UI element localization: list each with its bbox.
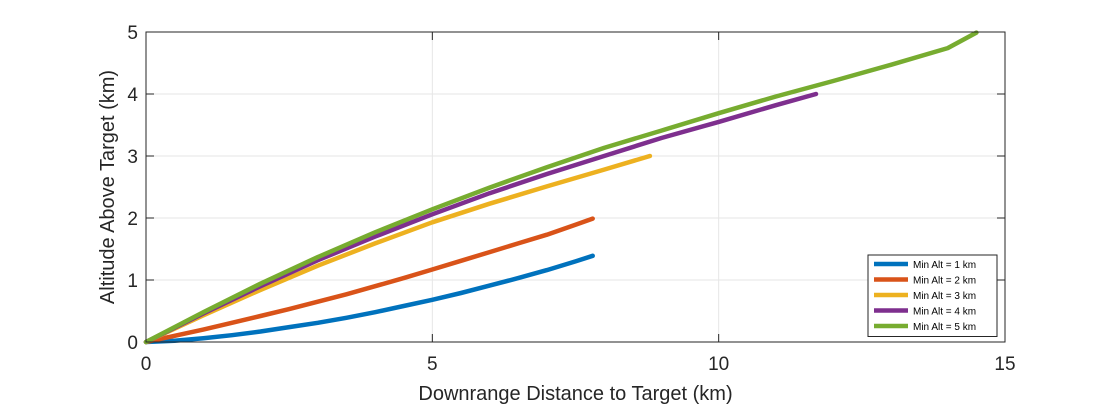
x-tick-label: 10 [708, 354, 729, 375]
tick-labels: 0 5 10 15 0 1 2 3 4 5 [127, 23, 1015, 375]
legend: Min Alt = 1 km Min Alt = 2 km Min Alt = 3 … [867, 254, 998, 337]
y-tick-label: 1 [127, 271, 138, 292]
y-axis-label: Altitude Above Target (km) [97, 70, 119, 304]
x-tick-label: 0 [141, 354, 152, 375]
x-tick-label: 15 [994, 354, 1015, 375]
chart-series [143, 30, 979, 345]
y-tick-label: 3 [127, 147, 138, 168]
legend-entry-label: Min Alt = 5 km [913, 322, 976, 333]
legend-entry-label: Min Alt = 4 km [913, 307, 976, 318]
legend-entry-label: Min Alt = 2 km [913, 276, 976, 287]
series-line-2 [143, 216, 595, 345]
series-line-3 [143, 153, 653, 345]
series-line-5 [143, 30, 979, 345]
legend-entry-label: Min Alt = 3 km [913, 291, 976, 302]
x-tick-label: 5 [427, 354, 438, 375]
y-tick-label: 4 [127, 85, 138, 106]
axes-frame [145, 31, 1006, 343]
series-line-1 [143, 253, 595, 345]
x-axis-label: Downrange Distance to Target (km) [418, 383, 732, 405]
y-tick-label: 0 [127, 333, 138, 354]
legend-entry-label: Min Alt = 1 km [913, 260, 976, 271]
y-tick-label: 2 [127, 209, 138, 230]
y-tick-label: 5 [127, 23, 138, 44]
